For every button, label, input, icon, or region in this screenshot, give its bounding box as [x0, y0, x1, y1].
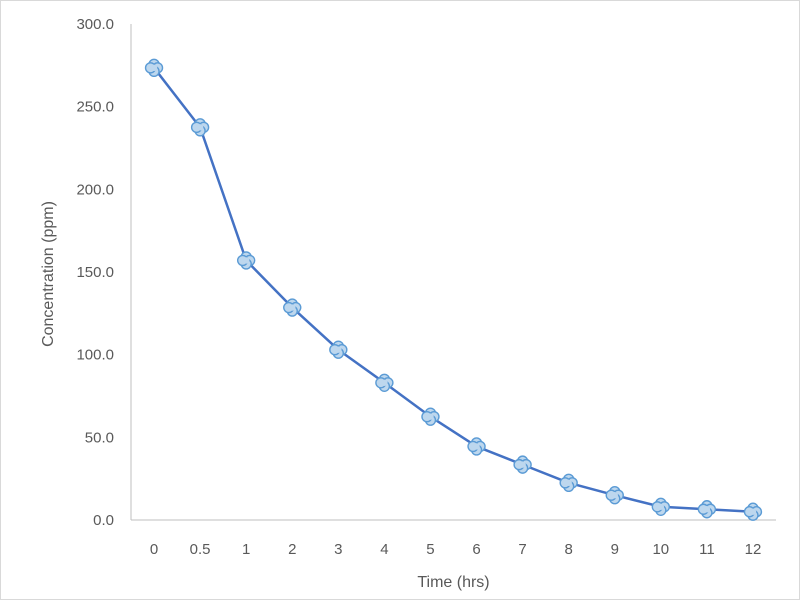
- x-tick-label: 9: [611, 541, 619, 558]
- series-line: [153, 67, 754, 513]
- x-tick-label: 8: [565, 541, 573, 558]
- series: [144, 58, 763, 521]
- data-point-marker: [190, 118, 210, 137]
- data-point-marker: [559, 473, 578, 492]
- x-tick-label: 10: [652, 541, 669, 558]
- data-point-marker: [651, 497, 671, 516]
- y-tick-label: 150.0: [76, 264, 114, 281]
- data-point-marker: [421, 407, 440, 426]
- y-tick-label: 100.0: [76, 347, 114, 364]
- x-tick-label: 3: [334, 541, 342, 558]
- x-tick-label: 7: [518, 541, 526, 558]
- data-point-marker: [513, 455, 532, 474]
- x-tick-label: 0.5: [190, 541, 211, 558]
- data-point-marker: [236, 251, 256, 270]
- data-point-marker: [467, 437, 486, 456]
- y-axis-title: Concentration (ppm): [40, 201, 57, 347]
- x-tick-label: 5: [426, 541, 434, 558]
- data-point-marker: [144, 58, 164, 78]
- data-point-marker: [329, 340, 348, 359]
- y-tick-label: 0.0: [93, 512, 114, 529]
- x-tick-label: 11: [699, 541, 715, 558]
- x-tick-label: 12: [745, 541, 762, 558]
- y-tick-label: 300.0: [76, 16, 114, 33]
- data-point-marker: [605, 486, 624, 505]
- y-tick-label: 200.0: [76, 181, 114, 198]
- y-axis: 0.0 50.0 100.0 150.0 200.0 250.0 300.0: [76, 16, 132, 529]
- data-point-marker: [375, 373, 394, 392]
- x-axis: 0 0.5 1 2 3 4 5 6 7 8 9 10 11 12: [131, 519, 776, 558]
- x-axis-title: Time (hrs): [417, 574, 489, 591]
- x-tick-label: 2: [288, 541, 296, 558]
- data-point-marker: [697, 500, 717, 519]
- data-point-marker: [743, 502, 763, 521]
- y-tick-label: 50.0: [85, 429, 114, 446]
- data-point-marker: [283, 298, 302, 317]
- x-tick-label: 0: [150, 541, 158, 558]
- x-tick-label: 1: [242, 541, 250, 558]
- x-tick-label: 6: [472, 541, 480, 558]
- y-tick-label: 250.0: [76, 99, 114, 116]
- x-tick-label: 4: [380, 541, 388, 558]
